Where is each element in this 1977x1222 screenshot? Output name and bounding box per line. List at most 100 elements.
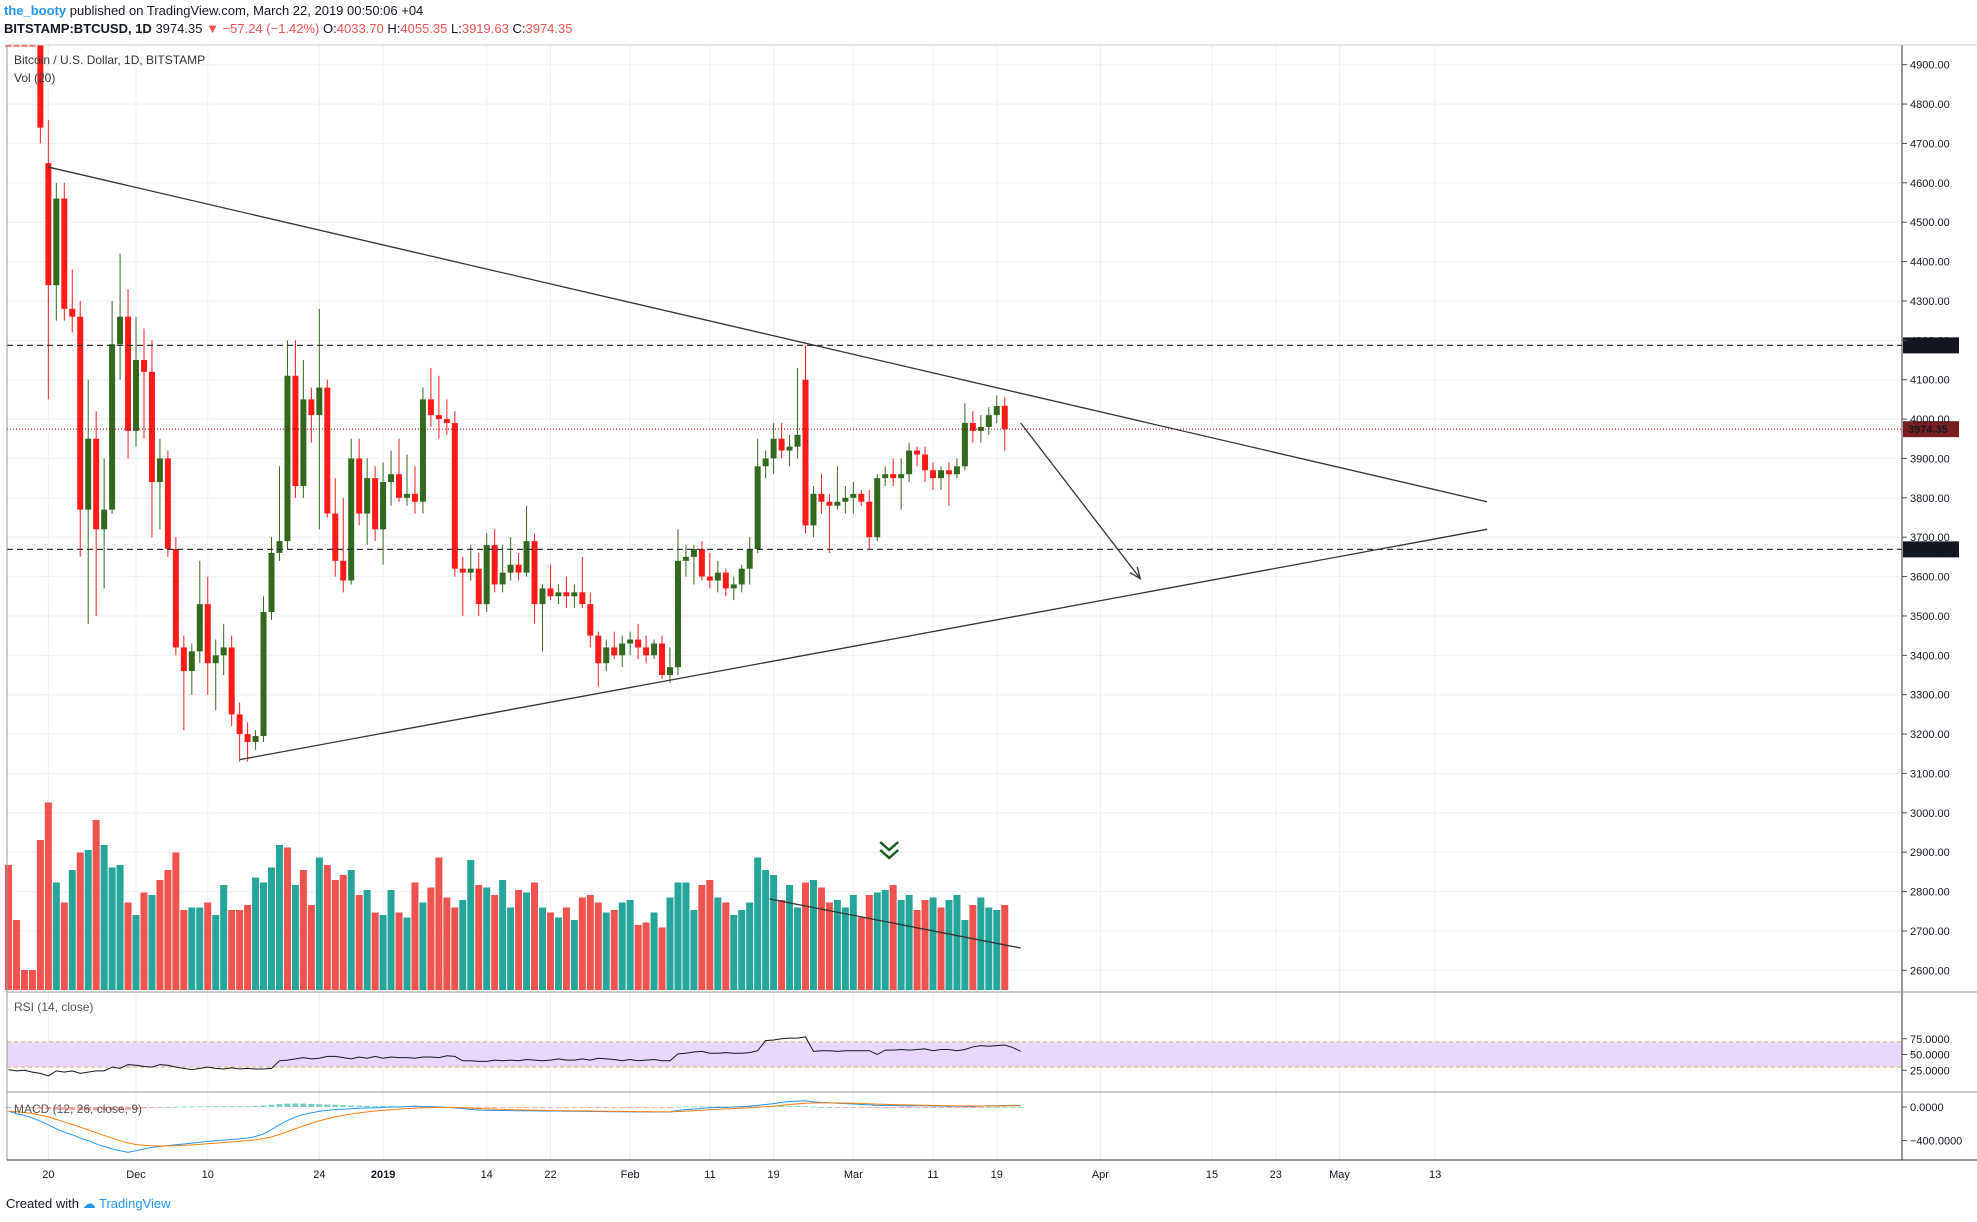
volume-bar xyxy=(299,870,307,990)
macd-histogram-bar xyxy=(953,1107,960,1108)
macd-histogram-bar xyxy=(547,1107,554,1108)
macd-histogram-bar xyxy=(61,1107,68,1111)
candle-body xyxy=(786,446,793,451)
volume-bar xyxy=(228,910,236,990)
candle-body xyxy=(930,470,937,479)
candles xyxy=(5,45,1008,762)
candle-body xyxy=(945,470,952,475)
volume-bar xyxy=(132,915,140,990)
macd-histogram-bar xyxy=(268,1104,275,1107)
high-value: 4055.35 xyxy=(400,21,448,36)
candle-body xyxy=(651,643,658,656)
time-tick-label: Mar xyxy=(844,1169,863,1181)
volume-bar xyxy=(929,897,937,990)
macd-histogram-bar xyxy=(627,1107,634,1108)
macd-histogram-bar xyxy=(180,1106,187,1108)
chart-canvas[interactable]: 4187.13 3669.05 3974.35 25.0000 50.0000 75.0… xyxy=(0,0,1977,1190)
candle-body xyxy=(443,419,450,423)
macd-histogram-bar xyxy=(340,1105,347,1107)
macd-histogram-bar xyxy=(244,1106,251,1108)
time-tick-label: Dec xyxy=(126,1169,146,1181)
volume-bar xyxy=(355,895,363,990)
macd-histogram-bar xyxy=(148,1107,155,1108)
macd-histogram-bar xyxy=(874,1107,881,1108)
macd-histogram-bar xyxy=(778,1106,785,1107)
time-tick-label: Feb xyxy=(621,1169,640,1181)
volume-bar xyxy=(849,895,857,990)
candle-body xyxy=(284,375,291,542)
macd-histogram-bar xyxy=(1017,1106,1024,1108)
candle-body xyxy=(858,493,865,502)
price-tick-label: 4100.00 xyxy=(1910,375,1950,387)
volume-bar xyxy=(499,880,507,990)
macd-histogram-bar xyxy=(507,1107,514,1108)
volume-bar xyxy=(650,912,658,990)
volume-bar xyxy=(252,877,260,990)
macd-histogram-bar xyxy=(842,1107,849,1108)
volume-bar xyxy=(546,912,554,990)
candle-body xyxy=(977,426,984,431)
candle-body xyxy=(706,576,713,581)
volume-bar xyxy=(68,870,76,990)
macd-histogram-bar xyxy=(188,1106,195,1108)
volume-bar xyxy=(610,910,618,990)
price-tick-label: 2600.00 xyxy=(1910,965,1950,977)
candle-body xyxy=(5,45,12,47)
candle-body xyxy=(411,493,418,502)
volume-bar xyxy=(419,902,427,990)
price-tick-label: 3400.00 xyxy=(1910,650,1950,662)
volume-bar xyxy=(618,902,626,990)
macd-histogram-bar xyxy=(826,1106,833,1108)
volume-bar xyxy=(435,857,443,990)
macd-histogram-bar xyxy=(260,1105,267,1107)
volume-bar xyxy=(698,885,706,990)
macd-histogram-bar xyxy=(834,1107,841,1108)
time-tick-label: 19 xyxy=(767,1169,779,1181)
macd-histogram-bar xyxy=(77,1107,84,1111)
macd-histogram-bar xyxy=(204,1106,211,1108)
candle-body xyxy=(69,308,76,317)
candle-body xyxy=(571,592,578,597)
volume-bar xyxy=(594,902,602,990)
candle-body xyxy=(794,434,801,447)
macd-line xyxy=(8,1100,1021,1153)
footer-brand[interactable]: TradingView xyxy=(99,1196,171,1211)
macd-histogram-bar xyxy=(818,1106,825,1108)
price-tick-label: 2900.00 xyxy=(1910,847,1950,859)
volume-bar xyxy=(291,885,299,990)
candle-body xyxy=(961,423,968,467)
macd-histogram-bar xyxy=(483,1107,490,1108)
volume-bar xyxy=(483,887,491,990)
rsi-tick-label: 75.0000 xyxy=(1910,1034,1950,1046)
candle-body xyxy=(300,399,307,486)
volume-bar xyxy=(339,875,347,990)
candle-body xyxy=(419,399,426,502)
macd-histogram-bar xyxy=(364,1105,371,1107)
volume-bar xyxy=(953,895,961,990)
signal-line xyxy=(8,1102,1021,1147)
macd-histogram-bar xyxy=(802,1106,809,1108)
rsi-line xyxy=(8,1036,1021,1077)
macd-histogram-bar xyxy=(579,1107,586,1108)
time-tick-label: 11 xyxy=(704,1169,715,1181)
volume-bar xyxy=(531,882,539,990)
volume-bar xyxy=(730,915,738,990)
macd-histogram-bar xyxy=(172,1106,179,1108)
macd-histogram-bar xyxy=(324,1104,331,1107)
volume-bar xyxy=(275,845,283,990)
macd-histogram-bar xyxy=(109,1107,116,1111)
volume-bar xyxy=(507,907,515,990)
volume-bar xyxy=(833,900,841,990)
candle-body xyxy=(842,497,849,502)
chevron-down-icon xyxy=(879,849,900,860)
trendline-volume-divergence xyxy=(769,898,1021,949)
candle-body xyxy=(730,584,737,589)
volume-bar xyxy=(554,917,562,990)
macd-histogram-bar xyxy=(985,1106,992,1108)
candle-body xyxy=(125,316,132,431)
volume-bar xyxy=(188,907,196,990)
volume-bar xyxy=(754,857,762,990)
time-tick-label: 23 xyxy=(1270,1169,1282,1181)
candle-body xyxy=(818,493,825,502)
author-name[interactable]: the_booty xyxy=(4,3,67,18)
